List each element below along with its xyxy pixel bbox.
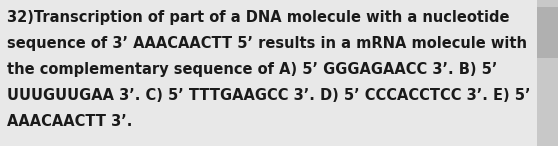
Text: the complementary sequence of A) 5’ GGGAGAACC 3’. B) 5’: the complementary sequence of A) 5’ GGGA…: [7, 62, 497, 77]
Text: sequence of 3’ AAACAACTT 5’ results in a mRNA molecule with: sequence of 3’ AAACAACTT 5’ results in a…: [7, 36, 527, 51]
Text: UUUGUUGAA 3’. C) 5’ TTTGAAGCC 3’. D) 5’ CCCACCTCC 3’. E) 5’: UUUGUUGAA 3’. C) 5’ TTTGAAGCC 3’. D) 5’ …: [7, 88, 530, 103]
Text: 32)Transcription of part of a DNA molecule with a nucleotide: 32)Transcription of part of a DNA molecu…: [7, 10, 509, 25]
Text: AAACAACTT 3’.: AAACAACTT 3’.: [7, 114, 132, 129]
Bar: [537, 7, 558, 58]
Bar: [537, 0, 558, 146]
